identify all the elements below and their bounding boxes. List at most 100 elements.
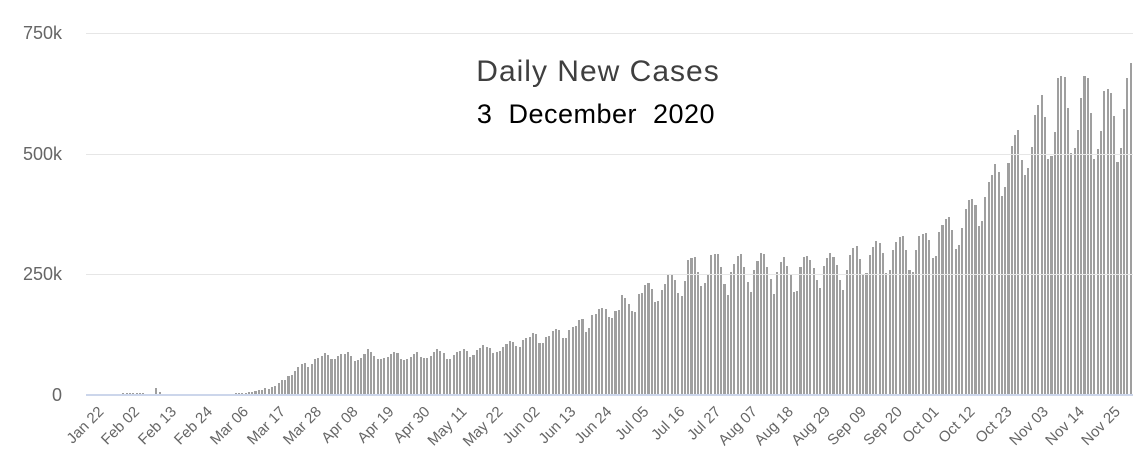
daily-cases-bar[interactable]: [366, 349, 369, 395]
daily-cases-bar[interactable]: [1014, 135, 1017, 395]
daily-cases-bar[interactable]: [1000, 195, 1003, 395]
daily-cases-bar[interactable]: [723, 283, 726, 395]
daily-cases-bar[interactable]: [812, 267, 815, 395]
daily-cases-bar[interactable]: [647, 283, 650, 395]
daily-cases-bar[interactable]: [1030, 147, 1033, 395]
daily-cases-bar[interactable]: [630, 311, 634, 395]
daily-cases-bar[interactable]: [1063, 77, 1066, 395]
daily-cases-bar[interactable]: [637, 294, 640, 395]
daily-cases-bar[interactable]: [792, 291, 795, 395]
daily-cases-bar[interactable]: [360, 358, 363, 395]
daily-cases-bar[interactable]: [439, 350, 442, 395]
daily-cases-bar[interactable]: [848, 254, 852, 395]
daily-cases-bar[interactable]: [399, 358, 402, 395]
daily-cases-bar[interactable]: [1099, 131, 1103, 395]
daily-cases-bar[interactable]: [284, 379, 287, 395]
daily-cases-bar[interactable]: [640, 292, 643, 395]
daily-cases-bar[interactable]: [376, 359, 379, 395]
daily-cases-bar[interactable]: [512, 342, 515, 395]
daily-cases-bar[interactable]: [924, 232, 927, 395]
daily-cases-bar[interactable]: [383, 358, 386, 395]
daily-cases-bar[interactable]: [713, 254, 716, 395]
daily-cases-bar[interactable]: [346, 351, 349, 395]
daily-cases-bar[interactable]: [690, 257, 693, 395]
daily-cases-bar[interactable]: [379, 359, 383, 395]
daily-cases-bar[interactable]: [1040, 95, 1043, 395]
daily-cases-bar[interactable]: [508, 340, 511, 395]
daily-cases-bar[interactable]: [551, 331, 554, 395]
daily-cases-bar[interactable]: [928, 239, 931, 395]
daily-cases-bar[interactable]: [571, 327, 574, 395]
daily-cases-bar[interactable]: [1033, 114, 1036, 395]
daily-cases-bar[interactable]: [412, 353, 416, 395]
daily-cases-bar[interactable]: [591, 314, 594, 395]
daily-cases-bar[interactable]: [475, 349, 478, 395]
daily-cases-bar[interactable]: [806, 255, 809, 395]
daily-cases-bar[interactable]: [687, 259, 690, 395]
daily-cases-bar[interactable]: [1106, 88, 1109, 395]
daily-cases-bar[interactable]: [772, 294, 776, 395]
daily-cases-bar[interactable]: [614, 310, 617, 395]
daily-cases-bar[interactable]: [327, 355, 330, 395]
daily-cases-bar[interactable]: [957, 245, 961, 395]
daily-cases-bar[interactable]: [1073, 147, 1076, 395]
daily-cases-bar[interactable]: [561, 337, 564, 395]
daily-cases-bar[interactable]: [287, 375, 290, 395]
daily-cases-bar[interactable]: [469, 357, 472, 395]
daily-cases-bar[interactable]: [426, 357, 429, 395]
daily-cases-bar[interactable]: [574, 326, 577, 395]
daily-cases-bar[interactable]: [650, 289, 653, 395]
daily-cases-bar[interactable]: [525, 338, 528, 395]
daily-cases-bar[interactable]: [350, 355, 353, 395]
daily-cases-bar[interactable]: [1113, 116, 1116, 395]
daily-cases-bar[interactable]: [495, 351, 498, 395]
daily-cases-bar[interactable]: [251, 391, 254, 395]
daily-cases-bar[interactable]: [1053, 131, 1056, 395]
daily-cases-bar[interactable]: [313, 358, 316, 395]
daily-cases-bar[interactable]: [330, 358, 333, 395]
daily-cases-bar[interactable]: [429, 356, 432, 395]
daily-cases-bar[interactable]: [739, 254, 743, 395]
daily-cases-bar[interactable]: [462, 348, 465, 395]
daily-cases-bar[interactable]: [343, 353, 346, 395]
daily-cases-bar[interactable]: [1109, 93, 1112, 395]
daily-cases-bar[interactable]: [858, 258, 861, 395]
daily-cases-bar[interactable]: [465, 351, 468, 395]
daily-cases-bar[interactable]: [667, 275, 670, 395]
daily-cases-bar[interactable]: [254, 391, 257, 395]
daily-cases-bar[interactable]: [782, 256, 785, 395]
daily-cases-bar[interactable]: [1076, 129, 1079, 395]
daily-cases-bar[interactable]: [967, 200, 970, 395]
daily-cases-bar[interactable]: [1090, 112, 1093, 395]
daily-cases-bar[interactable]: [449, 359, 452, 395]
daily-cases-bar[interactable]: [568, 329, 571, 395]
daily-cases-bar[interactable]: [888, 270, 891, 395]
daily-cases-bar[interactable]: [581, 318, 584, 395]
daily-cases-bar[interactable]: [815, 279, 819, 395]
daily-cases-bar[interactable]: [416, 352, 419, 395]
daily-cases-bar[interactable]: [307, 366, 310, 395]
daily-cases-bar[interactable]: [908, 269, 911, 395]
daily-cases-bar[interactable]: [584, 331, 587, 395]
daily-cases-bar[interactable]: [891, 250, 894, 395]
daily-cases-bar[interactable]: [455, 351, 458, 395]
daily-cases-bar[interactable]: [799, 267, 802, 395]
daily-cases-bar[interactable]: [393, 352, 396, 395]
daily-cases-bar[interactable]: [872, 246, 875, 395]
daily-cases-bar[interactable]: [337, 355, 340, 395]
daily-cases-bar[interactable]: [1024, 175, 1027, 395]
daily-cases-bar[interactable]: [881, 252, 885, 395]
daily-cases-bar[interactable]: [951, 229, 954, 395]
daily-cases-bar[interactable]: [657, 301, 660, 395]
daily-cases-bar[interactable]: [961, 228, 964, 395]
daily-cases-bar[interactable]: [267, 389, 270, 395]
daily-cases-bar[interactable]: [1126, 77, 1129, 395]
daily-cases-bar[interactable]: [531, 332, 534, 395]
daily-cases-bar[interactable]: [756, 261, 759, 395]
daily-cases-bar[interactable]: [974, 204, 977, 395]
daily-cases-bar[interactable]: [693, 257, 696, 395]
daily-cases-bar[interactable]: [1037, 104, 1040, 395]
daily-cases-bar[interactable]: [683, 280, 686, 395]
daily-cases-bar[interactable]: [1116, 162, 1119, 395]
daily-cases-bar[interactable]: [786, 266, 789, 395]
